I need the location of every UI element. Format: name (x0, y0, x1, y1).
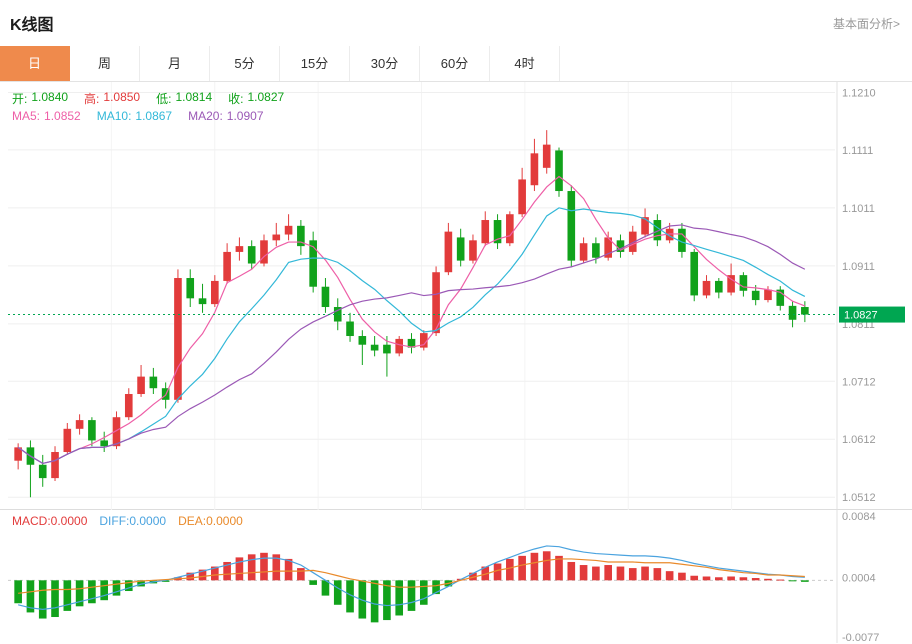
tab-min5[interactable]: 5分 (210, 46, 280, 81)
tab-min30[interactable]: 30分 (350, 46, 420, 81)
tab-day[interactable]: 日 (0, 46, 70, 81)
svg-text:1.0512: 1.0512 (842, 492, 876, 504)
timeframe-tabbar: 日周月 5分 15分 30分 60分 4时 (0, 46, 912, 82)
kline-chart-canvas[interactable]: 1.12101.11111.10111.09111.08111.07121.06… (0, 82, 912, 510)
svg-text:1.0827: 1.0827 (844, 310, 878, 322)
tab-hour4[interactable]: 4时 (490, 46, 560, 81)
page-header: K线图 基本面分析> (0, 0, 912, 46)
svg-text:1.1011: 1.1011 (842, 203, 875, 215)
fundamental-analysis-link[interactable]: 基本面分析> (832, 16, 900, 31)
macd-chart-canvas[interactable]: 0.0084 0.0004 -0.0077 (0, 510, 912, 643)
svg-text:-0.0077: -0.0077 (842, 632, 879, 643)
svg-text:1.1210: 1.1210 (842, 87, 876, 99)
svg-text:0.0084: 0.0084 (842, 511, 876, 523)
macd-panel[interactable]: 0.0084 0.0004 -0.0077 MACD: 0.0000 DIFF: 0.0… (0, 510, 912, 643)
svg-text:1.0612: 1.0612 (842, 434, 876, 446)
kline-chart-panel[interactable]: 1.1210 1.1111 1.1011 1.0911 1.0811 1.0712 1.06… (0, 82, 912, 510)
svg-text:1.1111: 1.1111 (842, 145, 873, 157)
tab-week[interactable]: 周 (70, 46, 140, 81)
svg-text:0.0004: 0.0004 (842, 572, 876, 584)
page-title: K线图 (10, 17, 54, 34)
svg-text:1.0712: 1.0712 (842, 376, 876, 388)
tab-month[interactable]: 月 (140, 46, 210, 81)
svg-text:1.0911: 1.0911 (842, 261, 875, 273)
tab-min60[interactable]: 60分 (420, 46, 490, 81)
tab-min15[interactable]: 15分 (280, 46, 350, 81)
